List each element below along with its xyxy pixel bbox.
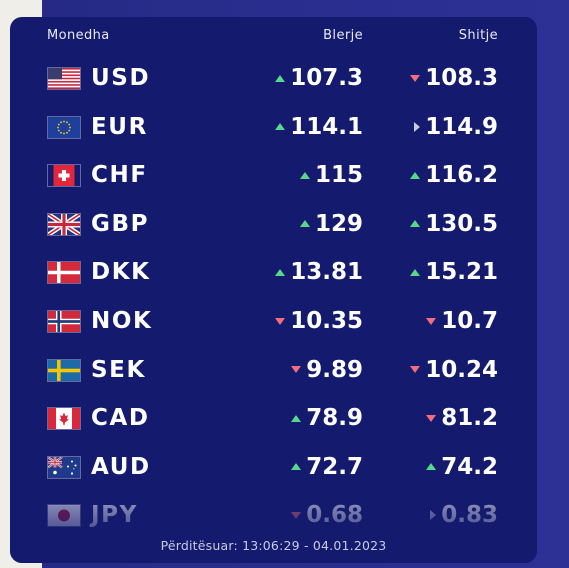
sell-rate-value: 130.5 xyxy=(425,210,498,237)
column-header-sell: Shitje xyxy=(458,28,498,43)
ca-flag-icon xyxy=(48,408,80,430)
sell-rate: 0.83 xyxy=(430,502,498,528)
sell-rate-value: 10.24 xyxy=(425,356,498,383)
ch-flag-icon xyxy=(48,165,80,187)
sell-rate: 130.5 xyxy=(410,211,498,237)
trend-down-icon xyxy=(291,366,302,374)
exchange-rates-card: Monedha Blerje Shitje USD 107.3 108.3 EUR 11… xyxy=(10,17,537,563)
trend-up-icon xyxy=(299,220,310,228)
currency-code: SEK xyxy=(91,356,146,383)
buy-rate: 107.3 xyxy=(275,65,363,91)
trend-down-icon xyxy=(410,74,421,82)
trend-up-icon xyxy=(291,463,302,471)
trend-down-icon xyxy=(275,317,286,325)
buy-rate-value: 9.89 xyxy=(306,356,363,383)
rate-row-cad: CAD 78.9 81.2 xyxy=(10,399,537,439)
sell-rate: 10.24 xyxy=(410,357,498,383)
sell-rate: 15.21 xyxy=(410,259,498,285)
sell-rate-value: 10.7 xyxy=(441,308,498,334)
trend-up-icon xyxy=(410,171,421,179)
rate-row-chf: CHF 115 116.2 xyxy=(10,156,537,196)
currency-code: GBP xyxy=(91,210,150,237)
eu-flag-icon xyxy=(48,116,80,138)
sell-rate-value: 74.2 xyxy=(441,453,498,480)
buy-rate-value: 115 xyxy=(314,162,363,189)
currency-code: CHF xyxy=(91,162,148,189)
trend-down-icon xyxy=(426,317,437,325)
currency-code: CAD xyxy=(91,405,150,432)
buy-rate: 10.35 xyxy=(275,308,363,334)
sell-rate: 108.3 xyxy=(410,65,498,91)
column-header-currency: Monedha xyxy=(47,28,110,43)
buy-rate: 114.1 xyxy=(275,114,363,140)
currency-code: EUR xyxy=(91,113,148,140)
sell-rate-value: 116.2 xyxy=(425,162,498,189)
buy-rate: 129 xyxy=(299,210,363,237)
rate-row-jpy: JPY 0.68 0.83 xyxy=(10,496,537,536)
buy-rate-value: 107.3 xyxy=(290,65,363,91)
buy-rate-value: 129 xyxy=(314,210,363,237)
trend-down-icon xyxy=(426,414,437,422)
trend-up-icon xyxy=(291,414,302,422)
trend-flat-icon xyxy=(414,121,421,132)
dk-flag-icon xyxy=(48,262,80,284)
currency-code: AUD xyxy=(91,453,151,480)
buy-rate: 115 xyxy=(299,162,363,189)
buy-rate-value: 10.35 xyxy=(290,308,363,334)
currency-code: USD xyxy=(91,65,151,91)
sell-rate-value: 15.21 xyxy=(425,259,498,286)
sell-rate: 116.2 xyxy=(410,162,498,188)
column-header-buy: Blerje xyxy=(323,28,363,43)
buy-rate: 78.9 xyxy=(291,405,363,431)
currency-code: JPY xyxy=(91,502,138,529)
currency-code: NOK xyxy=(91,308,153,334)
rate-row-gbp: GBP 129 130.5 xyxy=(10,205,537,245)
trend-down-icon xyxy=(291,511,302,519)
sell-rate-value: 108.3 xyxy=(425,65,498,91)
jp-flag-icon xyxy=(48,505,80,527)
rate-row-aud: AUD 72.7 74.2 xyxy=(10,448,537,488)
rate-row-usd: USD 107.3 108.3 xyxy=(10,59,537,99)
se-flag-icon xyxy=(48,359,80,381)
trend-up-icon xyxy=(275,268,286,276)
buy-rate: 9.89 xyxy=(291,357,363,383)
sell-rate-value: 0.83 xyxy=(441,502,498,529)
trend-up-icon xyxy=(426,463,437,471)
rate-row-nok: NOK 10.35 10.7 xyxy=(10,302,537,342)
sell-rate: 81.2 xyxy=(426,405,498,431)
no-flag-icon xyxy=(48,311,80,332)
sell-rate-value: 114.9 xyxy=(425,113,498,140)
buy-rate-value: 13.81 xyxy=(290,259,363,286)
buy-rate-value: 72.7 xyxy=(306,453,363,480)
trend-up-icon xyxy=(275,123,286,131)
rate-row-dkk: DKK 13.81 15.21 xyxy=(10,253,537,293)
buy-rate: 72.7 xyxy=(291,454,363,480)
currency-code: DKK xyxy=(91,259,151,286)
rate-row-sek: SEK 9.89 10.24 xyxy=(10,351,537,391)
buy-rate: 0.68 xyxy=(291,502,363,528)
sell-rate: 114.9 xyxy=(414,114,498,140)
trend-up-icon xyxy=(410,220,421,228)
au-flag-icon xyxy=(48,456,80,478)
buy-rate-value: 78.9 xyxy=(306,405,363,432)
sell-rate: 10.7 xyxy=(426,308,498,334)
trend-up-icon xyxy=(299,171,310,179)
sell-rate-value: 81.2 xyxy=(441,405,498,432)
trend-flat-icon xyxy=(430,510,437,521)
sell-rate: 74.2 xyxy=(426,454,498,480)
trend-down-icon xyxy=(410,366,421,374)
buy-rate: 13.81 xyxy=(275,259,363,285)
us-flag-icon xyxy=(48,68,80,89)
buy-rate-value: 114.1 xyxy=(290,113,363,140)
trend-up-icon xyxy=(275,74,286,82)
last-updated-text: Përditësuar: 13:06:29 - 04.01.2023 xyxy=(160,538,387,553)
trend-up-icon xyxy=(410,268,421,276)
buy-rate-value: 0.68 xyxy=(306,502,363,529)
gb-flag-icon xyxy=(48,213,80,235)
rate-row-eur: EUR 114.1 114.9 xyxy=(10,108,537,148)
